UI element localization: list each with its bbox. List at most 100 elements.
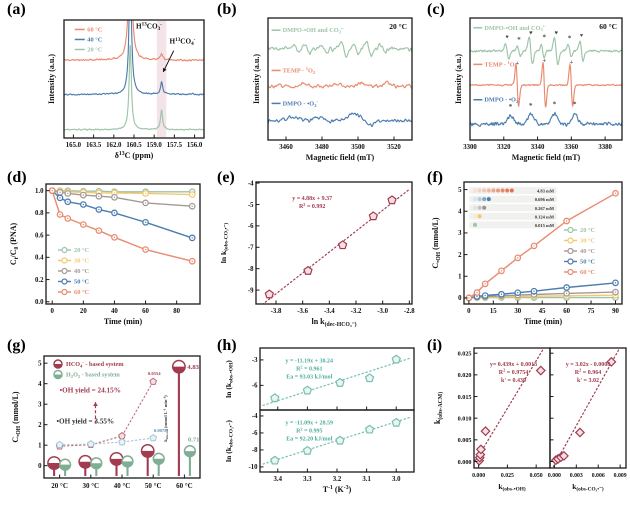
- panel-e-chart: -3.8 -3.6 -3.4 -3.2 -3.0 -2.8 -4 -5 -6 -7 -8 -9 y = …: [219, 180, 415, 327]
- svg-text:162.0: 162.0: [106, 142, 122, 149]
- svg-text:C•OH (mmol/L): C•OH (mmol/L): [11, 391, 22, 443]
- svg-text:3500: 3500: [351, 144, 365, 151]
- svg-text:y = -11.09x + 28.59: y = -11.09x + 28.59: [286, 421, 334, 427]
- svg-text:*: *: [553, 101, 557, 109]
- svg-text:-4: -4: [252, 413, 258, 420]
- svg-text:40 °C: 40 °C: [87, 37, 103, 44]
- svg-text:0.0: 0.0: [35, 299, 44, 306]
- svg-text:Ct/C0 (PNA): Ct/C0 (PNA): [9, 222, 20, 265]
- svg-text:0.267 mM: 0.267 mM: [535, 206, 555, 211]
- svg-text:50 °C: 50 °C: [580, 259, 596, 266]
- svg-text:0.000: 0.000: [472, 473, 485, 479]
- svg-text:0.003: 0.003: [570, 473, 583, 479]
- svg-text:1: 1: [458, 274, 462, 281]
- svg-text:4: 4: [458, 209, 462, 216]
- svg-text:3320: 3320: [497, 144, 511, 151]
- svg-text:50 °C: 50 °C: [145, 482, 162, 490]
- svg-text:-10: -10: [248, 464, 258, 471]
- svg-text:1.0: 1.0: [35, 188, 44, 195]
- svg-text:45: 45: [539, 308, 546, 315]
- svg-text:0.000: 0.000: [548, 473, 561, 479]
- panel-label-g: (g): [7, 337, 26, 354]
- panel-f-oh-concentration: (f) 0 15 30 45 60 75 90 0 1 2 3 4 5 Time (min) C•OH (m…: [420, 168, 630, 336]
- svg-text:0.009: 0.009: [614, 473, 627, 479]
- svg-text:-6: -6: [248, 223, 254, 230]
- svg-text:40 °C: 40 °C: [74, 268, 90, 275]
- svg-text:y = 3.02x - 0.0008: y = 3.02x - 0.0008: [566, 362, 610, 368]
- svg-text:-8: -8: [248, 266, 254, 273]
- svg-text:3460: 3460: [279, 144, 293, 151]
- svg-text:165.0: 165.0: [66, 142, 82, 149]
- svg-text:5: 5: [458, 187, 462, 194]
- svg-text:3300: 3300: [463, 144, 477, 151]
- svg-text:-3.4: -3.4: [324, 308, 335, 315]
- svg-text:60 °C: 60 °C: [580, 269, 596, 276]
- svg-text:-3.6: -3.6: [297, 308, 308, 315]
- svg-text:0.015: 0.015: [458, 394, 472, 401]
- svg-text:0.696 mM: 0.696 mM: [535, 197, 555, 202]
- svg-text:0.015 mM: 0.015 mM: [535, 223, 555, 228]
- svg-text:0.6: 0.6: [35, 232, 44, 239]
- svg-text:♥: ♥: [580, 33, 583, 39]
- panel-a-nmr-spectra: (a) 165.0 163.5 162.0 160.5 159.0 157.5 156.0 δ…: [0, 0, 210, 168]
- panel-label-e: (e): [217, 169, 235, 186]
- panel-label-i: (i): [427, 337, 443, 354]
- svg-text:Time (min): Time (min): [524, 317, 563, 326]
- svg-text:0: 0: [38, 463, 42, 470]
- svg-text:1: 1: [38, 442, 42, 449]
- svg-text:0.005: 0.005: [458, 437, 472, 444]
- svg-text:k' = 0.439: k' = 0.439: [501, 378, 526, 384]
- svg-text:159.0: 159.0: [147, 142, 163, 149]
- svg-text:3.0: 3.0: [392, 476, 401, 483]
- panel-i-chart: 0.000 0.025 0.050 0.000 0.005 0.010 0.015 0.020…: [433, 347, 627, 493]
- svg-text:Ea = 93.03 kJ/mol: Ea = 93.03 kJ/mol: [286, 375, 332, 381]
- svg-text:3.2: 3.2: [333, 476, 342, 483]
- svg-text:H13CO3-: H13CO3-: [136, 22, 162, 32]
- svg-text:+: +: [515, 60, 519, 67]
- svg-text:60 °C: 60 °C: [87, 27, 103, 34]
- svg-text:R2 = 0.992: R2 = 0.992: [299, 202, 325, 210]
- svg-text:H13CO4-: H13CO4-: [170, 37, 196, 47]
- svg-text:20 °C: 20 °C: [389, 22, 407, 31]
- svg-text:3.3: 3.3: [303, 476, 312, 483]
- panel-label-b: (b): [217, 1, 237, 18]
- svg-text:DMPO - •O2-: DMPO - •O2-: [484, 95, 520, 104]
- svg-text:4.83 mM: 4.83 mM: [537, 189, 555, 194]
- svg-text:ln k(obs-CO₃•⁻): ln k(obs-CO₃•⁻): [219, 223, 230, 264]
- svg-text:0.2: 0.2: [35, 277, 44, 284]
- svg-text:20: 20: [80, 308, 87, 315]
- svg-text:-7: -7: [248, 245, 254, 252]
- svg-text:20 °C: 20 °C: [74, 247, 90, 254]
- svg-text:30 °C: 30 °C: [74, 258, 90, 265]
- svg-text:-8: -8: [252, 447, 258, 454]
- svg-text:R2 = 0.961: R2 = 0.961: [296, 364, 322, 372]
- svg-text:2: 2: [458, 252, 462, 259]
- svg-text:-5: -5: [248, 202, 254, 209]
- svg-text:3.4: 3.4: [274, 476, 283, 483]
- svg-text:60 °C: 60 °C: [599, 22, 617, 31]
- svg-text:20 °C: 20 °C: [87, 47, 103, 54]
- svg-text:♥: ♥: [554, 31, 558, 37]
- svg-text:0.006: 0.006: [592, 473, 605, 479]
- svg-text:3.1: 3.1: [362, 476, 371, 483]
- svg-text:y = -11.19x + 30.24: y = -11.19x + 30.24: [286, 359, 334, 365]
- panel-d-chart: 0 20 40 60 80 0.0 0.2 0.4 0.6 0.8 1.0 Time (min) Ct/…: [9, 183, 201, 326]
- svg-text:163.5: 163.5: [86, 142, 102, 149]
- svg-text:0.025: 0.025: [501, 473, 514, 479]
- svg-text:+: +: [542, 58, 546, 65]
- svg-text:-3.2: -3.2: [351, 308, 362, 315]
- svg-text:60 °C: 60 °C: [74, 289, 90, 296]
- svg-text:kobs-cal (mmol L-1 min-1): kobs-cal (mmol L-1 min-1): [162, 395, 169, 442]
- svg-text:3: 3: [38, 401, 42, 408]
- svg-text:δ13C (ppm): δ13C (ppm): [115, 151, 154, 160]
- panel-b-chart: 3460 3480 3500 3520 Magnetic field (mT) Inten…: [252, 17, 413, 162]
- svg-text:k(obs-•OH): k(obs-•OH): [498, 482, 526, 493]
- svg-text:30: 30: [514, 308, 521, 315]
- svg-text:75: 75: [588, 308, 595, 315]
- svg-text:k(obs-CO₃•⁻): k(obs-CO₃•⁻): [572, 482, 604, 493]
- svg-text:•OH yield = 24.15%: •OH yield = 24.15%: [60, 387, 121, 395]
- panel-c-epr-60c: (c) 3300 3320 3340 3360 3380 Magnetic field (…: [420, 0, 630, 168]
- panel-e-correlation-plot: (e) -3.8 -3.6 -3.4 -3.2 -3.0 -2.8 -4 -5 -6 -7 -8 -9…: [210, 168, 420, 336]
